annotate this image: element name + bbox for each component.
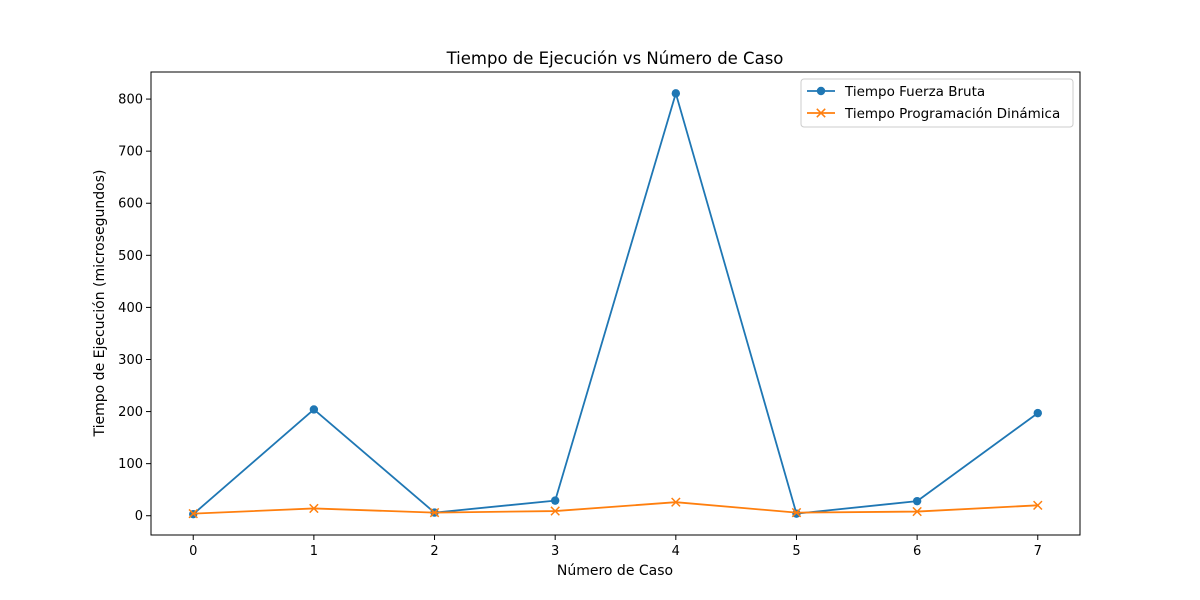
legend-swatch-marker-1 <box>816 86 826 96</box>
series-2-point-6 <box>912 506 922 517</box>
legend-entry-1: Tiempo Fuerza Bruta <box>807 84 985 100</box>
x-tick-label-5: 5 <box>792 544 800 559</box>
axes-frame <box>150 71 1081 536</box>
series-line-2 <box>193 501 1038 515</box>
y-tick-label-500: 500 <box>118 249 143 264</box>
series-2-point-7 <box>1033 500 1043 511</box>
x-tick-label-0: 0 <box>189 544 197 559</box>
legend-box <box>800 78 1074 128</box>
x-tick-label-7: 7 <box>1034 544 1042 559</box>
series-2-point-3 <box>550 506 560 516</box>
x-tick-label-3: 3 <box>551 544 559 559</box>
x-tick-label-4: 4 <box>672 544 680 559</box>
x-axis-label: Número de Caso <box>557 563 673 579</box>
series-2-point-1-stroke-b <box>309 503 319 514</box>
series-2-point-0-stroke-b <box>188 508 198 519</box>
chart-title: Tiempo de Ejecución vs Número de Caso <box>446 49 784 68</box>
legend-entry-2: Tiempo Programación Dinámica <box>807 106 1060 122</box>
y-tick-label-300: 300 <box>118 353 143 368</box>
series-2-point-6-stroke-b <box>912 506 922 517</box>
y-tick-label-700: 700 <box>118 145 143 160</box>
legend-label-1: Tiempo Fuerza Bruta <box>844 84 985 100</box>
series-2-point-2 <box>429 507 440 518</box>
series-2-point-2-stroke-b <box>429 507 440 518</box>
x-tick-label-6: 6 <box>913 544 921 559</box>
series-2-point-7-stroke-b <box>1033 500 1043 511</box>
series-1-point-7 <box>1033 408 1042 418</box>
y-tick-label-0: 0 <box>135 509 143 524</box>
x-tick-label-2: 2 <box>430 544 438 559</box>
series-2-point-5 <box>791 507 802 518</box>
y-tick-label-100: 100 <box>118 457 143 472</box>
series-1-point-1 <box>309 405 319 414</box>
series-1-point-3 <box>550 496 560 505</box>
y-tick-label-800: 800 <box>118 93 143 108</box>
legend-swatch-marker-2-stroke-b <box>816 108 826 118</box>
y-tick-label-400: 400 <box>118 301 143 316</box>
series-2-point-4 <box>671 497 681 507</box>
legend-label-2: Tiempo Programación Dinámica <box>844 106 1060 122</box>
axes: 0 1 2 3 4 5 6 7 0 100 200 300 400 500 600 700 800 <box>118 71 1081 559</box>
legend-swatch-marker-2 <box>816 108 826 118</box>
series-2-point-3-stroke-b <box>550 506 560 516</box>
legend: Tiempo Fuerza Bruta Tiempo Programación D… <box>800 78 1074 128</box>
y-tick-label-200: 200 <box>118 405 143 420</box>
series-1-point-6 <box>912 496 922 506</box>
y-axis-label: Tiempo de Ejecución (microsegundos) <box>92 170 108 438</box>
series-2-point-5-stroke-b <box>791 507 802 518</box>
x-tick-label-1: 1 <box>310 544 318 559</box>
series-1-point-4 <box>671 89 681 98</box>
series-2-point-1 <box>309 503 319 514</box>
series-2-point-0 <box>188 508 198 519</box>
y-tick-label-600: 600 <box>118 197 143 212</box>
series-2-point-4-stroke-b <box>671 497 681 507</box>
series-line-1 <box>192 92 1039 515</box>
plot-area <box>188 89 1043 519</box>
